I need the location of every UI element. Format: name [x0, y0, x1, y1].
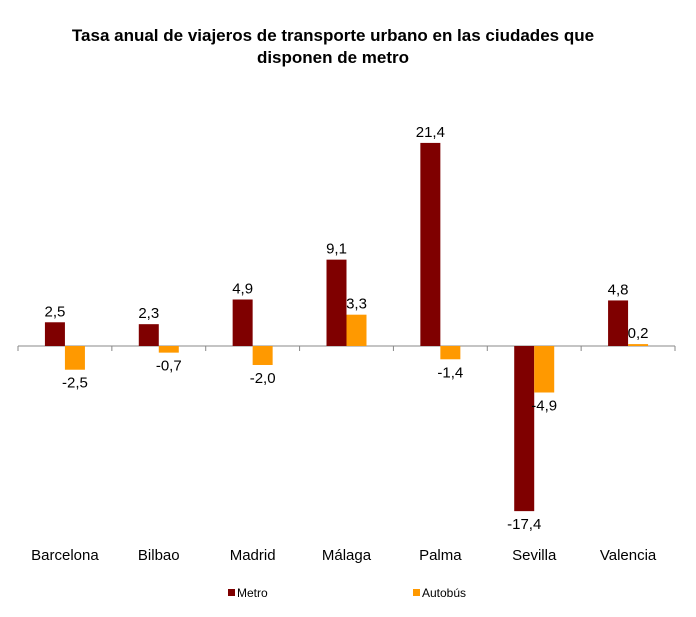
metro-bar: [232, 299, 253, 346]
legend-swatch-metro: [228, 589, 235, 596]
autobus-bar: [346, 314, 367, 346]
autobus-data-label: -2,5: [62, 375, 88, 392]
category-label: Sevilla: [512, 547, 557, 564]
autobus-data-label: 0,2: [628, 325, 649, 342]
legend-label-metro: Metro: [237, 586, 268, 600]
autobus-data-label: -1,4: [437, 364, 463, 381]
category-label: Madrid: [230, 547, 276, 564]
category-label: Bilbao: [138, 547, 180, 564]
category-label: Barcelona: [31, 547, 99, 564]
autobus-bar: [252, 346, 273, 365]
autobus-bar: [628, 344, 649, 346]
autobus-bar: [534, 346, 555, 393]
category-label: Málaga: [322, 547, 372, 564]
autobus-bar: [64, 346, 85, 370]
chart-title-line1: Tasa anual de viajeros de transporte urb…: [71, 26, 595, 45]
metro-data-label: 9,1: [326, 241, 347, 258]
metro-data-label: 21,4: [416, 124, 445, 141]
autobus-bar: [158, 346, 179, 353]
metro-data-label: -17,4: [507, 516, 541, 533]
chart-title: Tasa anual de viajeros de transporte urb…: [0, 25, 666, 69]
metro-bar: [138, 324, 159, 346]
metro-bar: [514, 346, 535, 512]
legend-swatch-autobus: [413, 589, 420, 596]
autobus-data-label: 3,3: [346, 296, 367, 313]
metro-bar: [420, 142, 441, 346]
metro-data-label: 4,9: [232, 280, 253, 297]
category-label: Palma: [419, 547, 462, 564]
metro-data-label: 4,8: [608, 281, 629, 298]
autobus-data-label: -4,9: [531, 398, 557, 415]
chart-title-line2: disponen de metro: [256, 48, 410, 67]
legend-label-autobus: Autobús: [422, 586, 466, 600]
autobus-data-label: -0,7: [156, 358, 182, 375]
category-label: Valencia: [600, 547, 657, 564]
metro-bar: [44, 322, 65, 346]
metro-bar: [608, 300, 629, 346]
metro-data-label: 2,3: [138, 305, 159, 322]
metro-data-label: 2,5: [44, 303, 65, 320]
metro-bar: [326, 259, 347, 346]
autobus-bar: [440, 346, 461, 360]
autobus-data-label: -2,0: [250, 370, 276, 387]
